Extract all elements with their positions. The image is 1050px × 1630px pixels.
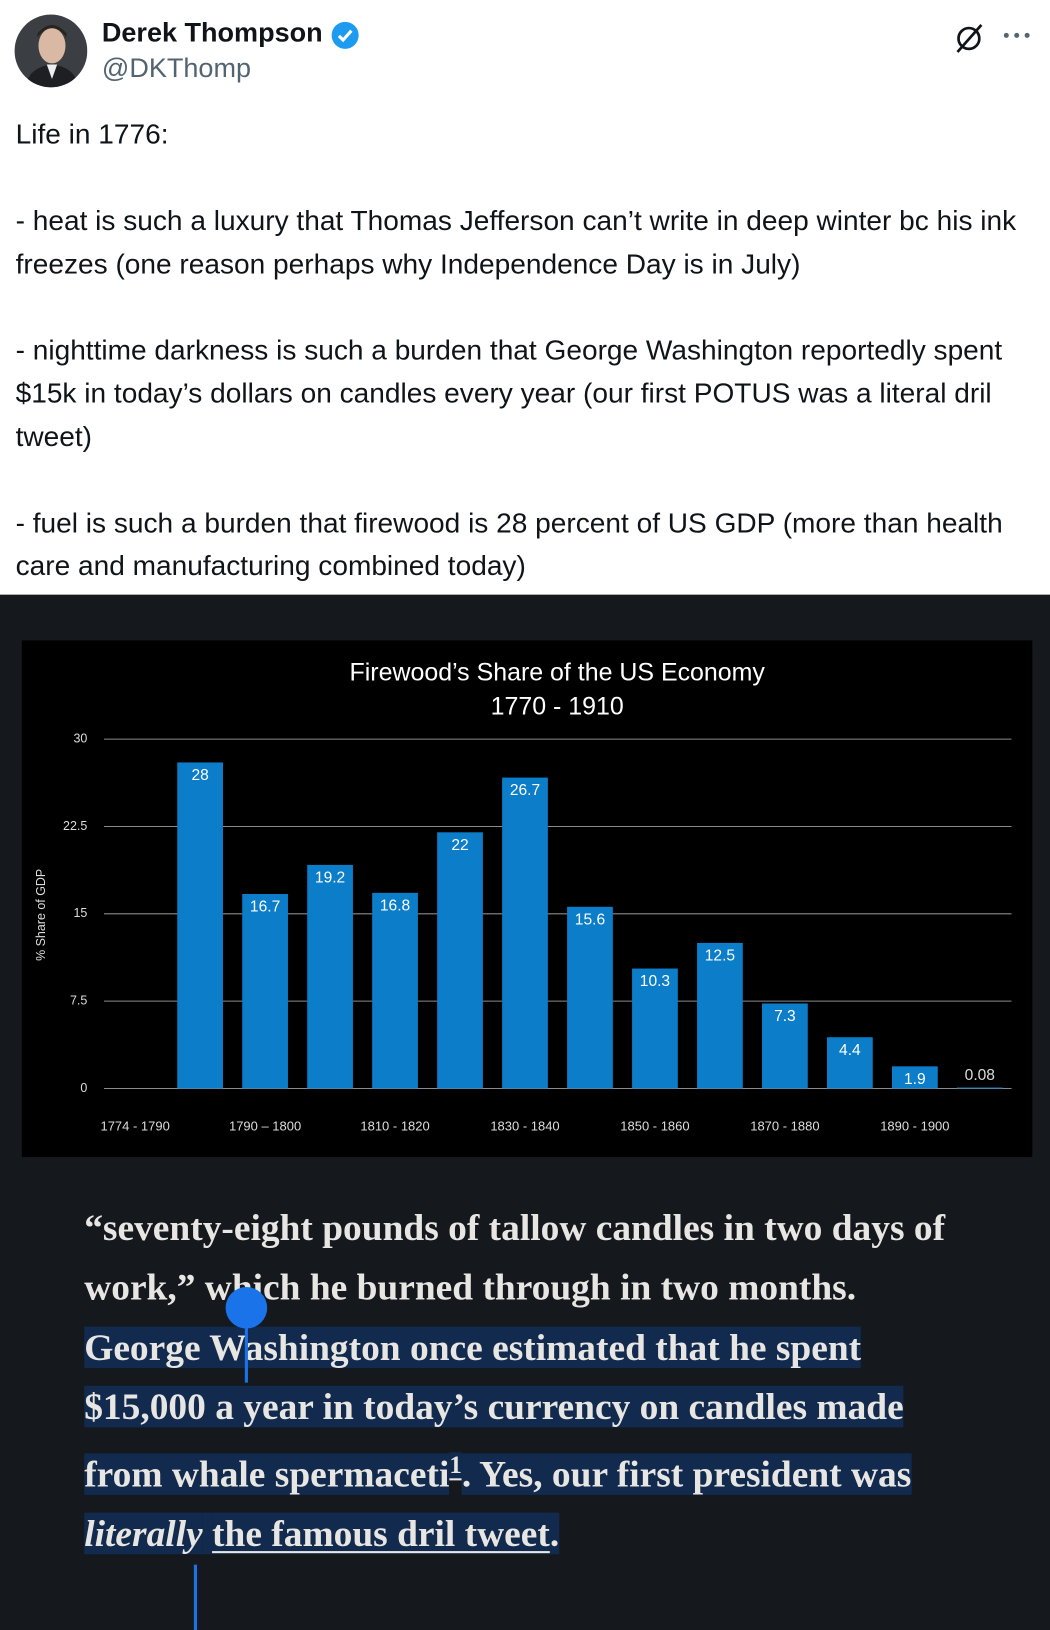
bar <box>632 968 678 1089</box>
bar <box>956 1087 1003 1089</box>
x-tick-label: 1774 - 1790 <box>100 1118 169 1133</box>
data-label: 4.4 <box>839 1042 861 1059</box>
chart-subtitle: 1770 - 1910 <box>491 693 624 721</box>
y-tick-label: 22.5 <box>63 819 87 833</box>
data-label: 7.3 <box>774 1008 796 1025</box>
quote-after: . Yes, our first president was <box>461 1453 912 1496</box>
data-label: 1.9 <box>904 1071 926 1088</box>
quote-end: . <box>549 1513 560 1555</box>
tweet-paragraph: - fuel is such a burden that firewood is… <box>15 506 1003 582</box>
grok-icon[interactable] <box>952 21 987 56</box>
x-tick-label: 1810 - 1820 <box>360 1118 429 1133</box>
bar <box>697 942 743 1089</box>
x-tick-label: 1850 - 1860 <box>620 1118 689 1133</box>
space <box>202 1513 213 1555</box>
data-label: 26.7 <box>510 782 540 799</box>
x-tick-label: 1890 - 1900 <box>880 1118 949 1133</box>
quote-italic: literally <box>84 1513 203 1555</box>
tweet-paragraph: Life in 1776: <box>15 118 169 150</box>
data-label: 22 <box>451 837 468 854</box>
data-label: 28 <box>191 767 208 784</box>
bar <box>827 1037 873 1089</box>
author-handle[interactable]: @DKThomp <box>101 51 251 84</box>
bar <box>762 1003 808 1089</box>
bar <box>372 892 418 1089</box>
more-menu[interactable] <box>1000 25 1035 46</box>
avatar[interactable] <box>14 14 88 88</box>
y-tick-label: 0 <box>80 1081 87 1095</box>
bar <box>891 1066 938 1089</box>
y-tick-label: 7.5 <box>70 993 87 1007</box>
data-label: 0.08 <box>965 1067 995 1084</box>
x-tick-label: 1790 – 1800 <box>229 1118 301 1133</box>
bar <box>502 777 548 1089</box>
chart-title: Firewood’s Share of the US Economy <box>350 658 766 686</box>
author-name[interactable]: Derek Thompson <box>101 16 323 48</box>
y-axis-label: % Share of GDP <box>34 869 48 961</box>
y-tick-label: 30 <box>73 731 87 745</box>
y-tick-label: 15 <box>73 906 87 920</box>
footnote-link[interactable]: 1 <box>449 1452 462 1480</box>
bar <box>567 906 613 1089</box>
data-label: 16.7 <box>250 899 280 916</box>
verified-badge <box>331 21 359 49</box>
bar <box>307 864 353 1089</box>
bar <box>242 894 288 1089</box>
tweet-paragraph: - nighttime darkness is such a burden th… <box>15 334 1003 452</box>
x-tick-label: 1830 - 1840 <box>490 1118 559 1133</box>
bar <box>177 762 223 1089</box>
data-label: 10.3 <box>640 973 670 990</box>
tweet-paragraph: - heat is such a luxury that Thomas Jeff… <box>15 204 1017 280</box>
data-label: 15.6 <box>575 911 605 928</box>
quote-link[interactable]: the famous dril tweet <box>212 1513 550 1555</box>
data-label: 19.2 <box>315 870 345 887</box>
quote-before: “seventy-eight pounds of tallow candles … <box>84 1206 946 1309</box>
tweet-text: Life in 1776: - heat is such a luxury tha… <box>16 113 1040 631</box>
data-label: 16.8 <box>380 897 410 914</box>
x-tick-label: 1870 - 1880 <box>750 1118 819 1133</box>
data-label: 12.5 <box>705 948 736 965</box>
quote-text: “seventy-eight pounds of tallow candles … <box>84 1199 978 1565</box>
bar <box>437 832 483 1089</box>
